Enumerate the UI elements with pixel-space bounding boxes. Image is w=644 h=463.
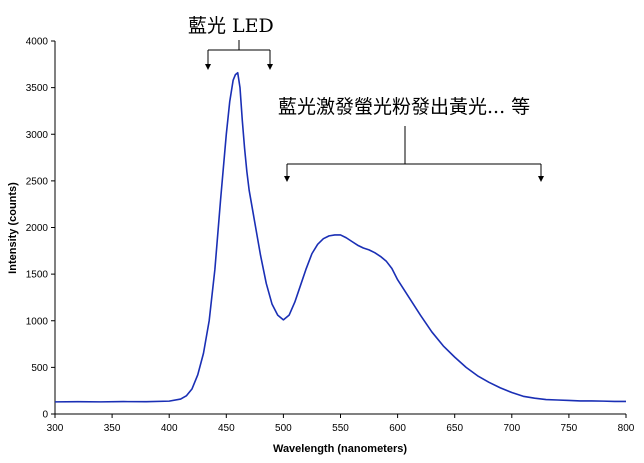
x-tick-label: 650 (446, 423, 463, 434)
x-tick-label: 500 (275, 423, 292, 434)
arrow-down-icon (205, 64, 211, 70)
y-tick-label: 3500 (26, 83, 49, 94)
y-tick-label: 500 (31, 363, 48, 374)
y-tick-label: 4000 (26, 37, 49, 48)
y-axis-title: Intensity (counts) (7, 182, 19, 274)
x-tick-label: 750 (561, 423, 578, 434)
x-axis-title: Wavelength (nanometers) (273, 443, 407, 455)
y-tick-label: 2500 (26, 176, 49, 187)
annotation-blue-led: 藍光 LED (188, 15, 274, 37)
series-line-intensity (54, 71, 626, 403)
x-tick-label: 700 (503, 423, 520, 434)
bracket-phosphor (286, 126, 542, 178)
annotation-phosphor: 藍光激發螢光粉發出黃光... 等 (278, 96, 530, 118)
y-tick-label: 0 (42, 410, 48, 421)
x-tick-label: 550 (332, 423, 349, 434)
x-tick-label: 400 (161, 423, 178, 434)
arrow-down-icon (267, 64, 273, 70)
x-tick-label: 800 (618, 423, 635, 434)
y-tick-label: 1000 (26, 316, 49, 327)
x-ticks: 300 350 400 450 500 550 600 650 700 750 800 (47, 414, 635, 434)
x-tick-label: 600 (389, 423, 406, 434)
y-tick-label: 2000 (26, 223, 49, 234)
bracket-blue-led (207, 40, 271, 66)
x-tick-label: 450 (218, 423, 235, 434)
y-ticks: 0 500 1000 1500 2000 2500 3000 3500 4000 (26, 37, 55, 421)
arrow-down-icon (538, 176, 544, 182)
arrow-down-icon (284, 176, 290, 182)
x-tick-label: 350 (104, 423, 121, 434)
y-tick-label: 1500 (26, 270, 49, 281)
y-tick-label: 3000 (26, 130, 49, 141)
x-tick-label: 300 (47, 423, 64, 434)
